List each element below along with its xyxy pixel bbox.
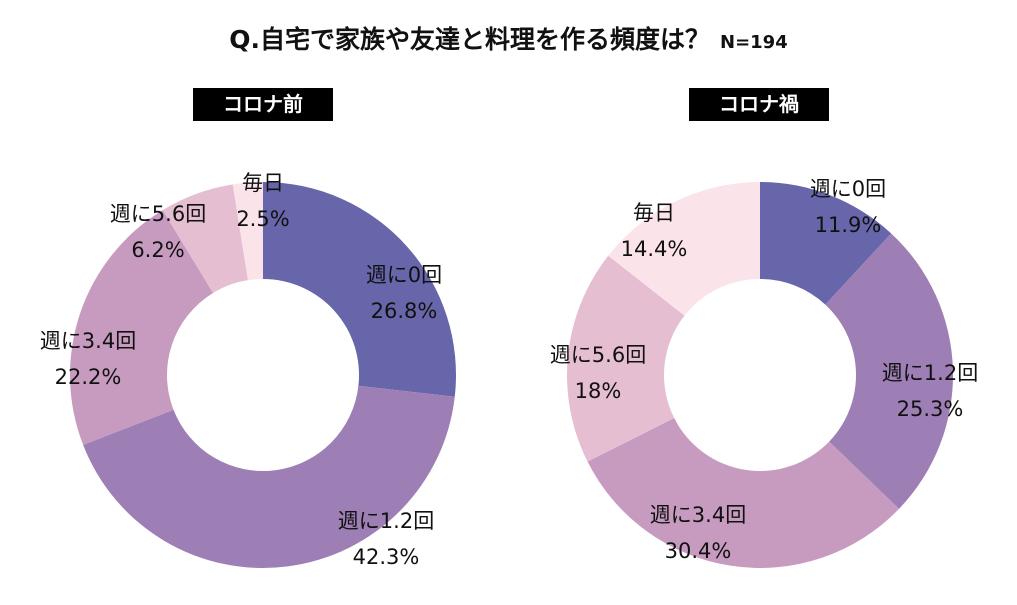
slice-value-daily: 14.4% <box>621 237 688 261</box>
slice-label-3-4: 週に3.4回 <box>40 329 136 353</box>
question-text: Q.自宅で家族や友達と料理を作る頻度は？ <box>229 25 711 54</box>
slice-5-6 <box>162 184 248 293</box>
slice-5-6 <box>566 255 685 462</box>
slice-daily <box>608 182 760 316</box>
donut-chart-before: 週に0回 26.8% 週に1.2回 42.3% 週に3.4回 22.2% 週に5.6回 6.2… <box>40 171 456 569</box>
slice-value-daily: 2.5% <box>236 207 289 231</box>
sample-size: N=194 <box>720 32 788 53</box>
slice-label-daily: 毎日 <box>633 201 675 225</box>
slice-1-2 <box>825 233 953 509</box>
slice-0 <box>263 182 456 397</box>
slice-daily <box>232 182 263 281</box>
slice-value-3-4: 30.4% <box>665 539 732 563</box>
slice-1-2 <box>83 385 455 568</box>
slice-value-5-6: 18% <box>575 379 622 403</box>
slice-value-0: 11.9% <box>815 213 882 237</box>
slice-label-0: 週に0回 <box>366 263 442 287</box>
slice-3-4 <box>587 418 900 569</box>
slice-label-1-2: 週に1.2回 <box>338 509 434 533</box>
chart-label-before: コロナ前 <box>193 88 333 121</box>
slice-label-5-6: 週に5.6回 <box>550 343 646 367</box>
slice-label-5-6: 週に5.6回 <box>110 202 206 226</box>
slice-label-3-4: 週に3.4回 <box>650 503 746 527</box>
slice-3-4 <box>70 210 214 445</box>
slice-label-1-2: 週に1.2回 <box>882 361 978 385</box>
slice-label-daily: 毎日 <box>242 171 284 195</box>
slice-0 <box>760 182 892 305</box>
slice-value-3-4: 22.2% <box>55 365 122 389</box>
slice-value-0: 26.8% <box>371 299 438 323</box>
slice-value-1-2: 25.3% <box>897 397 964 421</box>
slice-value-5-6: 6.2% <box>131 238 184 262</box>
slice-label-0: 週に0回 <box>810 177 886 201</box>
donut-chart-during: 週に0回 11.9% 週に1.2回 25.3% 週に3.4回 30.4% 週に5.6回 18%… <box>550 177 978 569</box>
slice-value-1-2: 42.3% <box>353 545 420 569</box>
chart-label-during: コロナ禍 <box>689 88 829 121</box>
chart-title: Q.自宅で家族や友達と料理を作る頻度は？ N=194 <box>0 20 1017 56</box>
